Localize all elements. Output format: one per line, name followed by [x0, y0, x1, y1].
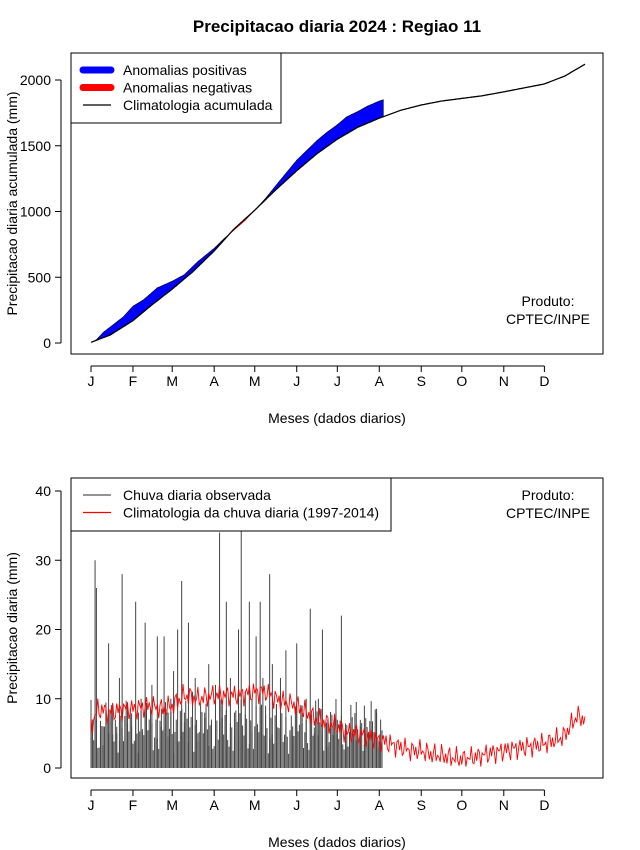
x-tick-label: S — [417, 373, 426, 389]
y-tick-label: 0 — [43, 760, 51, 776]
x-tick-label: N — [499, 797, 509, 813]
x-tick-label: A — [375, 373, 385, 389]
product-annotation: Produto: — [522, 293, 575, 309]
x-tick-label: D — [539, 797, 549, 813]
x-tick-label: D — [539, 373, 549, 389]
chart-bottom-daily: J F M A M J J A S O N D Meses (dados diarios) 0 10 20 30… — [4, 477, 604, 850]
x-tick-label: N — [499, 373, 509, 389]
y-tick-label: 500 — [28, 269, 52, 285]
x-tick-label: M — [166, 373, 178, 389]
y-axis-label: Precipitacao diaria acumulada (mm) — [4, 91, 20, 315]
chart-title: Precipitacao diaria 2024 : Regiao 11 — [193, 17, 481, 36]
x-tick-label: J — [88, 797, 95, 813]
product-annotation: CPTEC/INPE — [506, 311, 590, 327]
chart-top-accumulated: J F M A M J J A S O N D Meses (dados diarios) 0 500 100… — [4, 52, 604, 426]
x-tick-label: F — [129, 373, 138, 389]
y-axis-label: Precipitacao diaria (mm) — [4, 552, 20, 704]
plot-area — [90, 525, 586, 768]
y-tick-label: 30 — [35, 552, 51, 568]
x-tick-label: O — [456, 373, 467, 389]
y-tick-label: 0 — [43, 335, 51, 351]
legend-box — [70, 477, 392, 532]
x-axis-label: Meses (dados diarios) — [268, 410, 406, 426]
climatology-daily-line — [90, 683, 586, 767]
y-tick-label: 40 — [35, 483, 51, 499]
legend-label: Chuva diaria observada — [123, 487, 271, 503]
y-tick-label: 1000 — [20, 204, 51, 220]
legend-label: Climatologia acumulada — [123, 97, 273, 113]
x-tick-label: A — [375, 797, 385, 813]
x-tick-label: J — [88, 373, 95, 389]
climatology-accumulated-line — [90, 63, 586, 343]
x-tick-label: M — [166, 797, 178, 813]
x-tick-label: J — [334, 797, 341, 813]
plot-area — [90, 63, 586, 343]
x-tick-label: J — [293, 797, 300, 813]
positive-anomaly-area — [90, 99, 384, 343]
y-tick-label: 20 — [35, 622, 51, 638]
y-tick-label: 1500 — [20, 138, 51, 154]
x-tick-label: J — [293, 373, 300, 389]
x-tick-label: A — [209, 373, 219, 389]
x-tick-label: J — [334, 373, 341, 389]
x-tick-label: F — [129, 797, 138, 813]
x-tick-label: M — [249, 797, 261, 813]
product-annotation: CPTEC/INPE — [506, 505, 590, 521]
y-tick-label: 10 — [35, 691, 51, 707]
y-tick-label: 2000 — [20, 72, 51, 88]
plot-frame — [70, 52, 604, 355]
x-tick-label: O — [456, 797, 467, 813]
legend-label: Anomalias negativas — [123, 80, 252, 96]
x-tick-label: S — [417, 797, 426, 813]
x-tick-label: M — [249, 373, 261, 389]
legend-label: Anomalias positivas — [123, 62, 247, 78]
x-tick-label: A — [209, 797, 219, 813]
chart-base: Precipitacao diaria 2024 : Regiao 11 — [193, 17, 481, 36]
x-axis-label: Meses (dados diarios) — [268, 834, 406, 850]
product-annotation: Produto: — [522, 487, 575, 503]
legend-label: Climatologia da chuva diaria (1997-2014) — [123, 505, 379, 521]
